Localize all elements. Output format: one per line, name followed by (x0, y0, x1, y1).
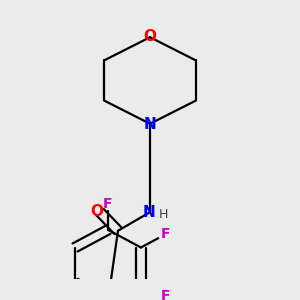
Text: N: N (142, 205, 155, 220)
Text: F: F (160, 289, 170, 300)
Text: O: O (91, 204, 103, 219)
Text: H: H (158, 208, 168, 220)
Text: N: N (144, 117, 156, 132)
Text: F: F (160, 227, 170, 242)
Text: F: F (103, 197, 113, 211)
Text: O: O (143, 29, 157, 44)
